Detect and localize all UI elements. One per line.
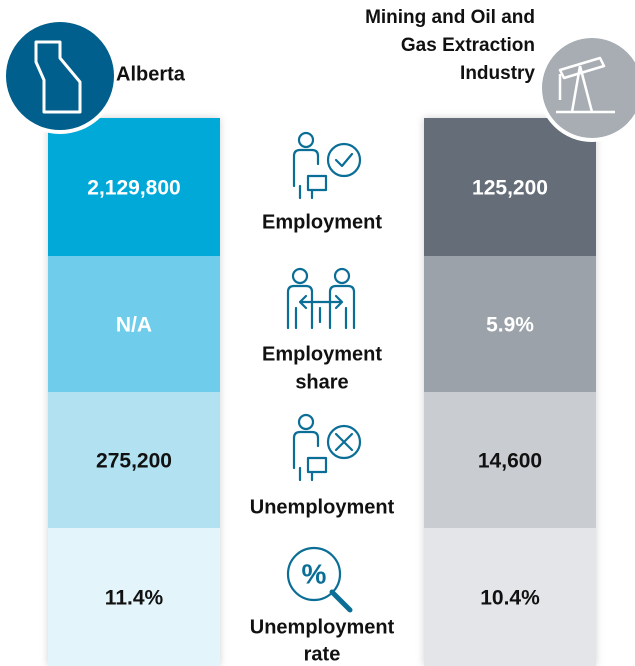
right-cell [424, 528, 596, 666]
right-value: 10.4% [480, 587, 540, 610]
left-value: 275,200 [96, 450, 172, 473]
industry-badge [538, 34, 635, 142]
left-cell [48, 118, 220, 256]
row-label: Unemployment [250, 496, 395, 518]
row-label: share [295, 371, 348, 393]
left-header: Alberta [116, 63, 186, 85]
row-label: rate [304, 643, 341, 665]
left-cell [48, 392, 220, 528]
right-cell [424, 256, 596, 392]
left-value: N/A [116, 314, 152, 337]
employment-icon [292, 131, 362, 200]
right-header-line: Gas Extraction [401, 35, 535, 56]
row-label: Employment [262, 211, 382, 233]
right-header-line: Industry [460, 63, 535, 84]
alberta-icon [34, 40, 82, 114]
left-cell [48, 256, 220, 392]
left-value: 11.4% [105, 587, 164, 610]
svg-text:%: % [302, 558, 327, 589]
share-icon [286, 267, 356, 330]
right-header-line: Mining and Oil and [365, 7, 535, 28]
pumpjack-icon [556, 56, 615, 114]
left-value: 2,129,800 [87, 177, 180, 200]
unemployment-icon [292, 413, 362, 482]
right-value: 5.9% [486, 314, 534, 337]
alberta-badge [2, 18, 118, 134]
right-header: Mining and Oil and Gas Extraction Industry [365, 7, 535, 84]
row-label: Employment [262, 343, 382, 365]
right-value: 125,200 [472, 177, 548, 200]
right-value: 14,600 [478, 450, 542, 473]
left-cell [48, 528, 220, 666]
row-label: Unemployment [250, 616, 395, 638]
rate-icon: % [286, 546, 353, 613]
right-cell [424, 118, 596, 256]
right-cell [424, 392, 596, 528]
